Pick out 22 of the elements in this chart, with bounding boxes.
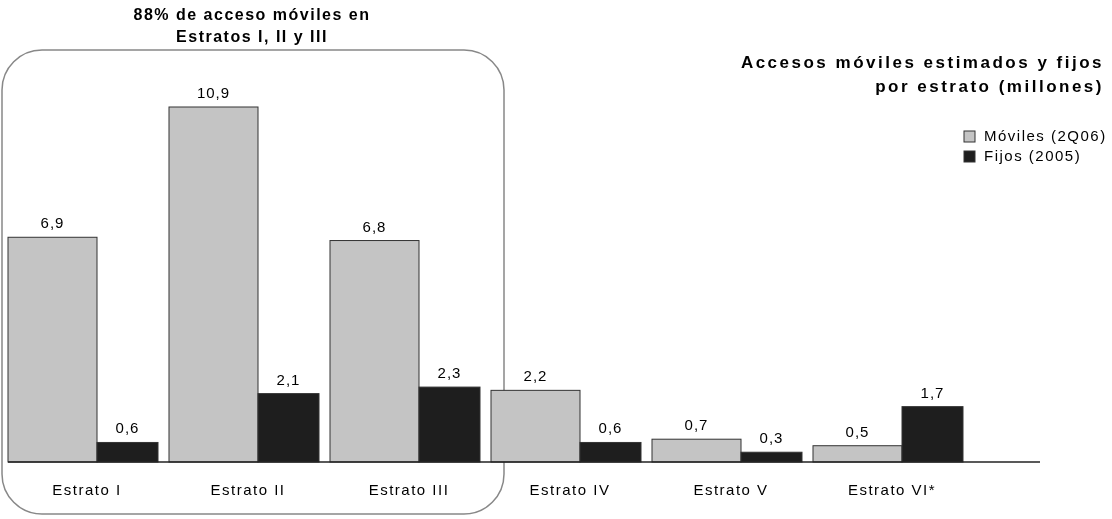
data-label: 0,5: [845, 422, 870, 440]
legend-label: Fijos (2005): [984, 147, 1082, 164]
data-label: 6,8: [362, 217, 387, 235]
x-tick-label: Estrato I: [52, 481, 122, 498]
text: 88% de acceso móviles en Estratos I, II y III: [133, 6, 371, 45]
data-label: 2,1: [276, 370, 301, 388]
data-label: 6,9: [40, 214, 65, 232]
data-label: 10,9: [196, 84, 231, 101]
x-tick-label: Estrato III: [368, 481, 450, 498]
data-label: 2,3: [437, 364, 462, 382]
x-tick-label: Estrato IV: [529, 481, 611, 498]
data-label: 0,6: [115, 419, 140, 437]
data-label: 0,7: [684, 416, 709, 434]
x-tick-label: Estrato II: [210, 481, 286, 498]
x-tick-label: Estrato V: [693, 481, 769, 498]
data-label: 0,6: [598, 419, 623, 437]
data-label: 1,7: [920, 383, 945, 401]
chart-title: Accesos móviles estimados y fijos por estrato (millones): [740, 53, 1104, 96]
x-tick-label: Estrato VI*: [847, 481, 937, 498]
data-label: 0,3: [759, 429, 784, 447]
legend-label: Móviles (2Q06): [984, 127, 1107, 144]
data-label: 2,2: [523, 367, 548, 385]
